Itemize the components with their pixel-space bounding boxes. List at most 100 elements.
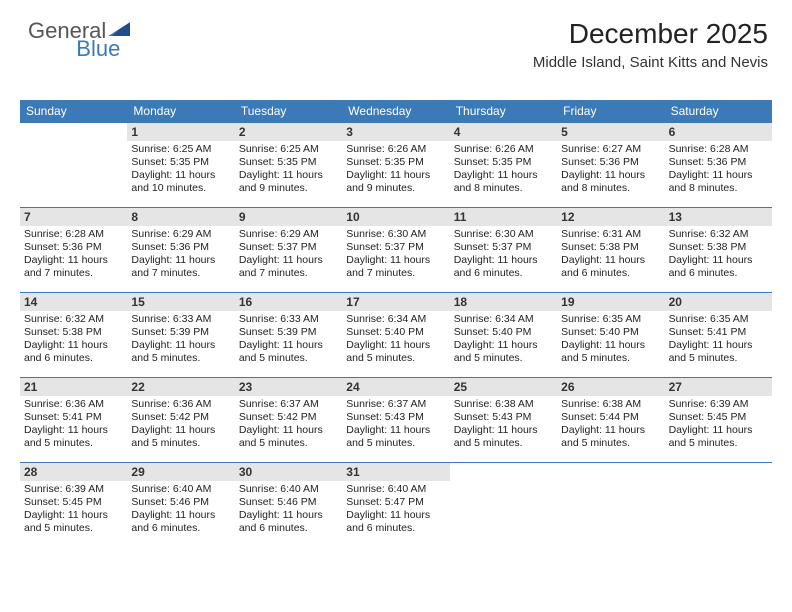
- sunrise-line: Sunrise: 6:40 AM: [131, 483, 230, 496]
- calendar-cell: 20Sunrise: 6:35 AMSunset: 5:41 PMDayligh…: [665, 293, 772, 377]
- sunset-line: Sunset: 5:41 PM: [24, 411, 123, 424]
- sunset-line: Sunset: 5:46 PM: [131, 496, 230, 509]
- daylight-line: and 5 minutes.: [239, 437, 338, 450]
- daylight-line: and 10 minutes.: [131, 182, 230, 195]
- calendar-week: 7Sunrise: 6:28 AMSunset: 5:36 PMDaylight…: [20, 208, 772, 293]
- sunset-line: Sunset: 5:44 PM: [561, 411, 660, 424]
- day-number: 24: [342, 378, 449, 396]
- daylight-line: Daylight: 11 hours: [239, 424, 338, 437]
- day-of-week-header: Sunday Monday Tuesday Wednesday Thursday…: [20, 100, 772, 123]
- weeks-container: 1Sunrise: 6:25 AMSunset: 5:35 PMDaylight…: [20, 123, 772, 547]
- dow-monday: Monday: [127, 100, 234, 123]
- daylight-line: and 5 minutes.: [346, 352, 445, 365]
- sunrise-line: Sunrise: 6:34 AM: [454, 313, 553, 326]
- brand-word-2: Blue: [76, 36, 120, 62]
- brand-triangle-icon: [108, 22, 130, 36]
- daylight-line: and 7 minutes.: [346, 267, 445, 280]
- sunset-line: Sunset: 5:42 PM: [239, 411, 338, 424]
- dow-tuesday: Tuesday: [235, 100, 342, 123]
- sunset-line: Sunset: 5:36 PM: [24, 241, 123, 254]
- sunrise-line: Sunrise: 6:40 AM: [346, 483, 445, 496]
- calendar-cell: 8Sunrise: 6:29 AMSunset: 5:36 PMDaylight…: [127, 208, 234, 292]
- calendar-cell: 14Sunrise: 6:32 AMSunset: 5:38 PMDayligh…: [20, 293, 127, 377]
- dow-friday: Friday: [557, 100, 664, 123]
- sunset-line: Sunset: 5:41 PM: [669, 326, 768, 339]
- calendar-cell: [450, 463, 557, 547]
- day-number: 25: [450, 378, 557, 396]
- calendar-cell: 18Sunrise: 6:34 AMSunset: 5:40 PMDayligh…: [450, 293, 557, 377]
- daylight-line: Daylight: 11 hours: [346, 169, 445, 182]
- daylight-line: and 7 minutes.: [131, 267, 230, 280]
- sunrise-line: Sunrise: 6:32 AM: [669, 228, 768, 241]
- daylight-line: Daylight: 11 hours: [131, 424, 230, 437]
- daylight-line: and 6 minutes.: [561, 267, 660, 280]
- daylight-line: Daylight: 11 hours: [239, 254, 338, 267]
- day-number: 1: [127, 123, 234, 141]
- sunrise-line: Sunrise: 6:33 AM: [239, 313, 338, 326]
- sunrise-line: Sunrise: 6:26 AM: [346, 143, 445, 156]
- calendar-cell: 19Sunrise: 6:35 AMSunset: 5:40 PMDayligh…: [557, 293, 664, 377]
- day-number: 5: [557, 123, 664, 141]
- day-number: 15: [127, 293, 234, 311]
- daylight-line: and 6 minutes.: [239, 522, 338, 535]
- day-number: 17: [342, 293, 449, 311]
- daylight-line: and 5 minutes.: [131, 437, 230, 450]
- daylight-line: and 5 minutes.: [669, 437, 768, 450]
- sunset-line: Sunset: 5:38 PM: [669, 241, 768, 254]
- sunset-line: Sunset: 5:40 PM: [454, 326, 553, 339]
- calendar-cell: 21Sunrise: 6:36 AMSunset: 5:41 PMDayligh…: [20, 378, 127, 462]
- sunset-line: Sunset: 5:46 PM: [239, 496, 338, 509]
- sunset-line: Sunset: 5:45 PM: [24, 496, 123, 509]
- dow-saturday: Saturday: [665, 100, 772, 123]
- sunrise-line: Sunrise: 6:28 AM: [669, 143, 768, 156]
- calendar-cell: 29Sunrise: 6:40 AMSunset: 5:46 PMDayligh…: [127, 463, 234, 547]
- day-number: 16: [235, 293, 342, 311]
- daylight-line: Daylight: 11 hours: [131, 339, 230, 352]
- daylight-line: Daylight: 11 hours: [239, 509, 338, 522]
- sunrise-line: Sunrise: 6:36 AM: [131, 398, 230, 411]
- page-title: December 2025: [533, 18, 768, 50]
- sunset-line: Sunset: 5:35 PM: [454, 156, 553, 169]
- sunrise-line: Sunrise: 6:33 AM: [131, 313, 230, 326]
- calendar-cell: 4Sunrise: 6:26 AMSunset: 5:35 PMDaylight…: [450, 123, 557, 207]
- calendar-cell: 23Sunrise: 6:37 AMSunset: 5:42 PMDayligh…: [235, 378, 342, 462]
- daylight-line: Daylight: 11 hours: [561, 424, 660, 437]
- calendar-cell: 11Sunrise: 6:30 AMSunset: 5:37 PMDayligh…: [450, 208, 557, 292]
- sunrise-line: Sunrise: 6:32 AM: [24, 313, 123, 326]
- day-number: 27: [665, 378, 772, 396]
- daylight-line: Daylight: 11 hours: [131, 509, 230, 522]
- sunrise-line: Sunrise: 6:35 AM: [669, 313, 768, 326]
- daylight-line: Daylight: 11 hours: [669, 169, 768, 182]
- calendar-cell: 9Sunrise: 6:29 AMSunset: 5:37 PMDaylight…: [235, 208, 342, 292]
- daylight-line: and 5 minutes.: [24, 437, 123, 450]
- daylight-line: Daylight: 11 hours: [24, 509, 123, 522]
- calendar-cell: 24Sunrise: 6:37 AMSunset: 5:43 PMDayligh…: [342, 378, 449, 462]
- sunrise-line: Sunrise: 6:25 AM: [131, 143, 230, 156]
- day-number: 12: [557, 208, 664, 226]
- calendar-cell: 16Sunrise: 6:33 AMSunset: 5:39 PMDayligh…: [235, 293, 342, 377]
- day-number: 8: [127, 208, 234, 226]
- daylight-line: Daylight: 11 hours: [454, 424, 553, 437]
- sunrise-line: Sunrise: 6:34 AM: [346, 313, 445, 326]
- sunset-line: Sunset: 5:36 PM: [131, 241, 230, 254]
- daylight-line: and 8 minutes.: [561, 182, 660, 195]
- daylight-line: Daylight: 11 hours: [24, 339, 123, 352]
- calendar-week: 1Sunrise: 6:25 AMSunset: 5:35 PMDaylight…: [20, 123, 772, 208]
- calendar-cell: 10Sunrise: 6:30 AMSunset: 5:37 PMDayligh…: [342, 208, 449, 292]
- sunrise-line: Sunrise: 6:39 AM: [24, 483, 123, 496]
- daylight-line: and 5 minutes.: [454, 437, 553, 450]
- daylight-line: Daylight: 11 hours: [561, 254, 660, 267]
- sunrise-line: Sunrise: 6:37 AM: [346, 398, 445, 411]
- calendar-cell: [665, 463, 772, 547]
- sunrise-line: Sunrise: 6:29 AM: [239, 228, 338, 241]
- calendar-cell: 15Sunrise: 6:33 AMSunset: 5:39 PMDayligh…: [127, 293, 234, 377]
- sunset-line: Sunset: 5:37 PM: [239, 241, 338, 254]
- daylight-line: Daylight: 11 hours: [239, 339, 338, 352]
- day-number: 19: [557, 293, 664, 311]
- sunrise-line: Sunrise: 6:37 AM: [239, 398, 338, 411]
- sunrise-line: Sunrise: 6:30 AM: [346, 228, 445, 241]
- sunset-line: Sunset: 5:35 PM: [131, 156, 230, 169]
- calendar-cell: 30Sunrise: 6:40 AMSunset: 5:46 PMDayligh…: [235, 463, 342, 547]
- calendar-cell: [557, 463, 664, 547]
- sunset-line: Sunset: 5:35 PM: [346, 156, 445, 169]
